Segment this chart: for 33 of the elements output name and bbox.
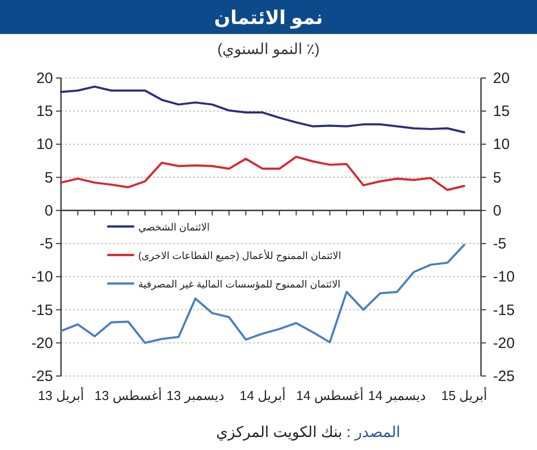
xtick: أبريل 15 [441, 388, 488, 403]
y2tick: -20 [493, 334, 515, 352]
ytick: -25 [31, 368, 53, 385]
legend-label: الائتمان الممنوح للأعمال (جميع القطاعات الاخرى) [138, 251, 342, 262]
y2tick: -5 [493, 236, 506, 253]
ytick: 0 [44, 202, 53, 220]
y2tick: 10 [493, 136, 510, 154]
xtick: ديسمبر 14 [368, 388, 426, 403]
ytick: 20 [36, 70, 53, 87]
xtick: أبريل 13 [38, 388, 84, 403]
ytick: 10 [36, 136, 53, 154]
y2tick: -15 [493, 302, 515, 319]
ytick: -20 [31, 334, 53, 352]
ytick: -15 [31, 302, 53, 319]
y2tick: -10 [493, 268, 515, 286]
ytick: 5 [44, 169, 53, 186]
xtick: ديسمبر 13 [166, 388, 224, 403]
subtitle: (٪ النمو السنوي) [217, 41, 320, 58]
y2tick: -25 [493, 368, 515, 385]
legend-label: الائتمان الشخصي [138, 222, 210, 234]
xtick: أبريل 14 [240, 388, 286, 403]
y2tick: 0 [493, 202, 502, 220]
xtick: أغسطس 14 [296, 388, 364, 403]
legend-label: الائتمان الممنوح للمؤسسات المالية غير المصرفية [138, 280, 340, 290]
y2tick: 15 [493, 103, 510, 120]
y2tick: 5 [493, 169, 502, 186]
xtick: أغسطس 13 [94, 388, 162, 403]
annotation: المصدر : بنك الكويت المركزي [216, 424, 400, 441]
title: نمو الائتمان [214, 8, 323, 29]
ytick: 15 [36, 103, 53, 120]
ytick: -10 [31, 268, 53, 286]
y2tick: 20 [493, 70, 510, 87]
ytick: -5 [40, 236, 53, 253]
